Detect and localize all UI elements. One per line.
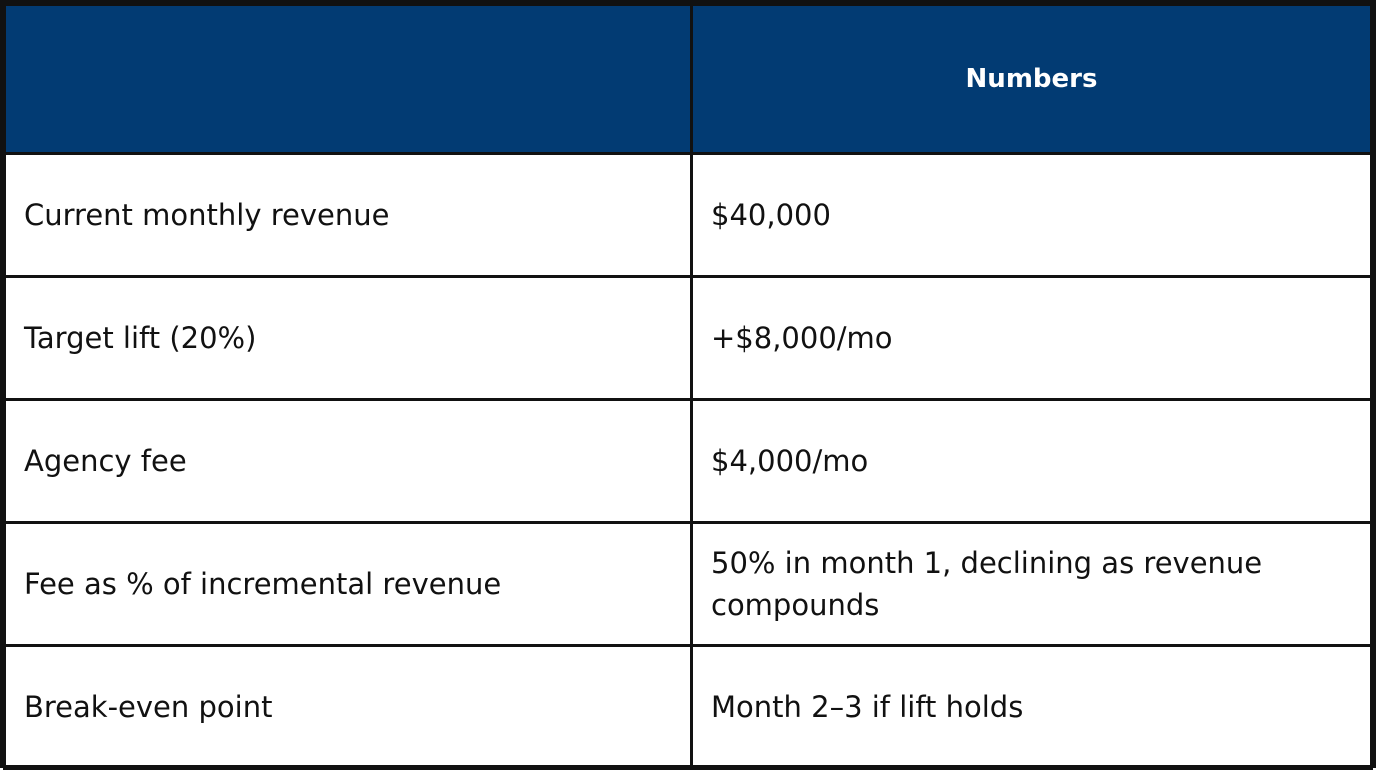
row-label: Current monthly revenue: [3, 152, 693, 278]
table-row: Agency fee $4,000/mo: [3, 398, 1373, 524]
revenue-table: Numbers Current monthly revenue $40,000 …: [3, 3, 1373, 770]
table-row: Break-even point Month 2–3 if lift holds: [3, 644, 1373, 770]
row-value: +$8,000/mo: [690, 275, 1373, 401]
row-label: Break-even point: [3, 644, 693, 770]
table-row: Target lift (20%) +$8,000/mo: [3, 275, 1373, 401]
table-row: Fee as % of incremental revenue 50% in m…: [3, 521, 1373, 647]
row-value: $4,000/mo: [690, 398, 1373, 524]
row-label: Fee as % of incremental revenue: [3, 521, 693, 647]
header-cell-label: [3, 3, 693, 155]
row-label: Agency fee: [3, 398, 693, 524]
table-row: Current monthly revenue $40,000: [3, 152, 1373, 278]
header-cell-numbers: Numbers: [690, 3, 1373, 155]
row-label: Target lift (20%): [3, 275, 693, 401]
row-value: $40,000: [690, 152, 1373, 278]
table-header-row: Numbers: [3, 3, 1373, 155]
row-value: 50% in month 1, declining as revenue com…: [690, 521, 1373, 647]
row-value: Month 2–3 if lift holds: [690, 644, 1373, 770]
